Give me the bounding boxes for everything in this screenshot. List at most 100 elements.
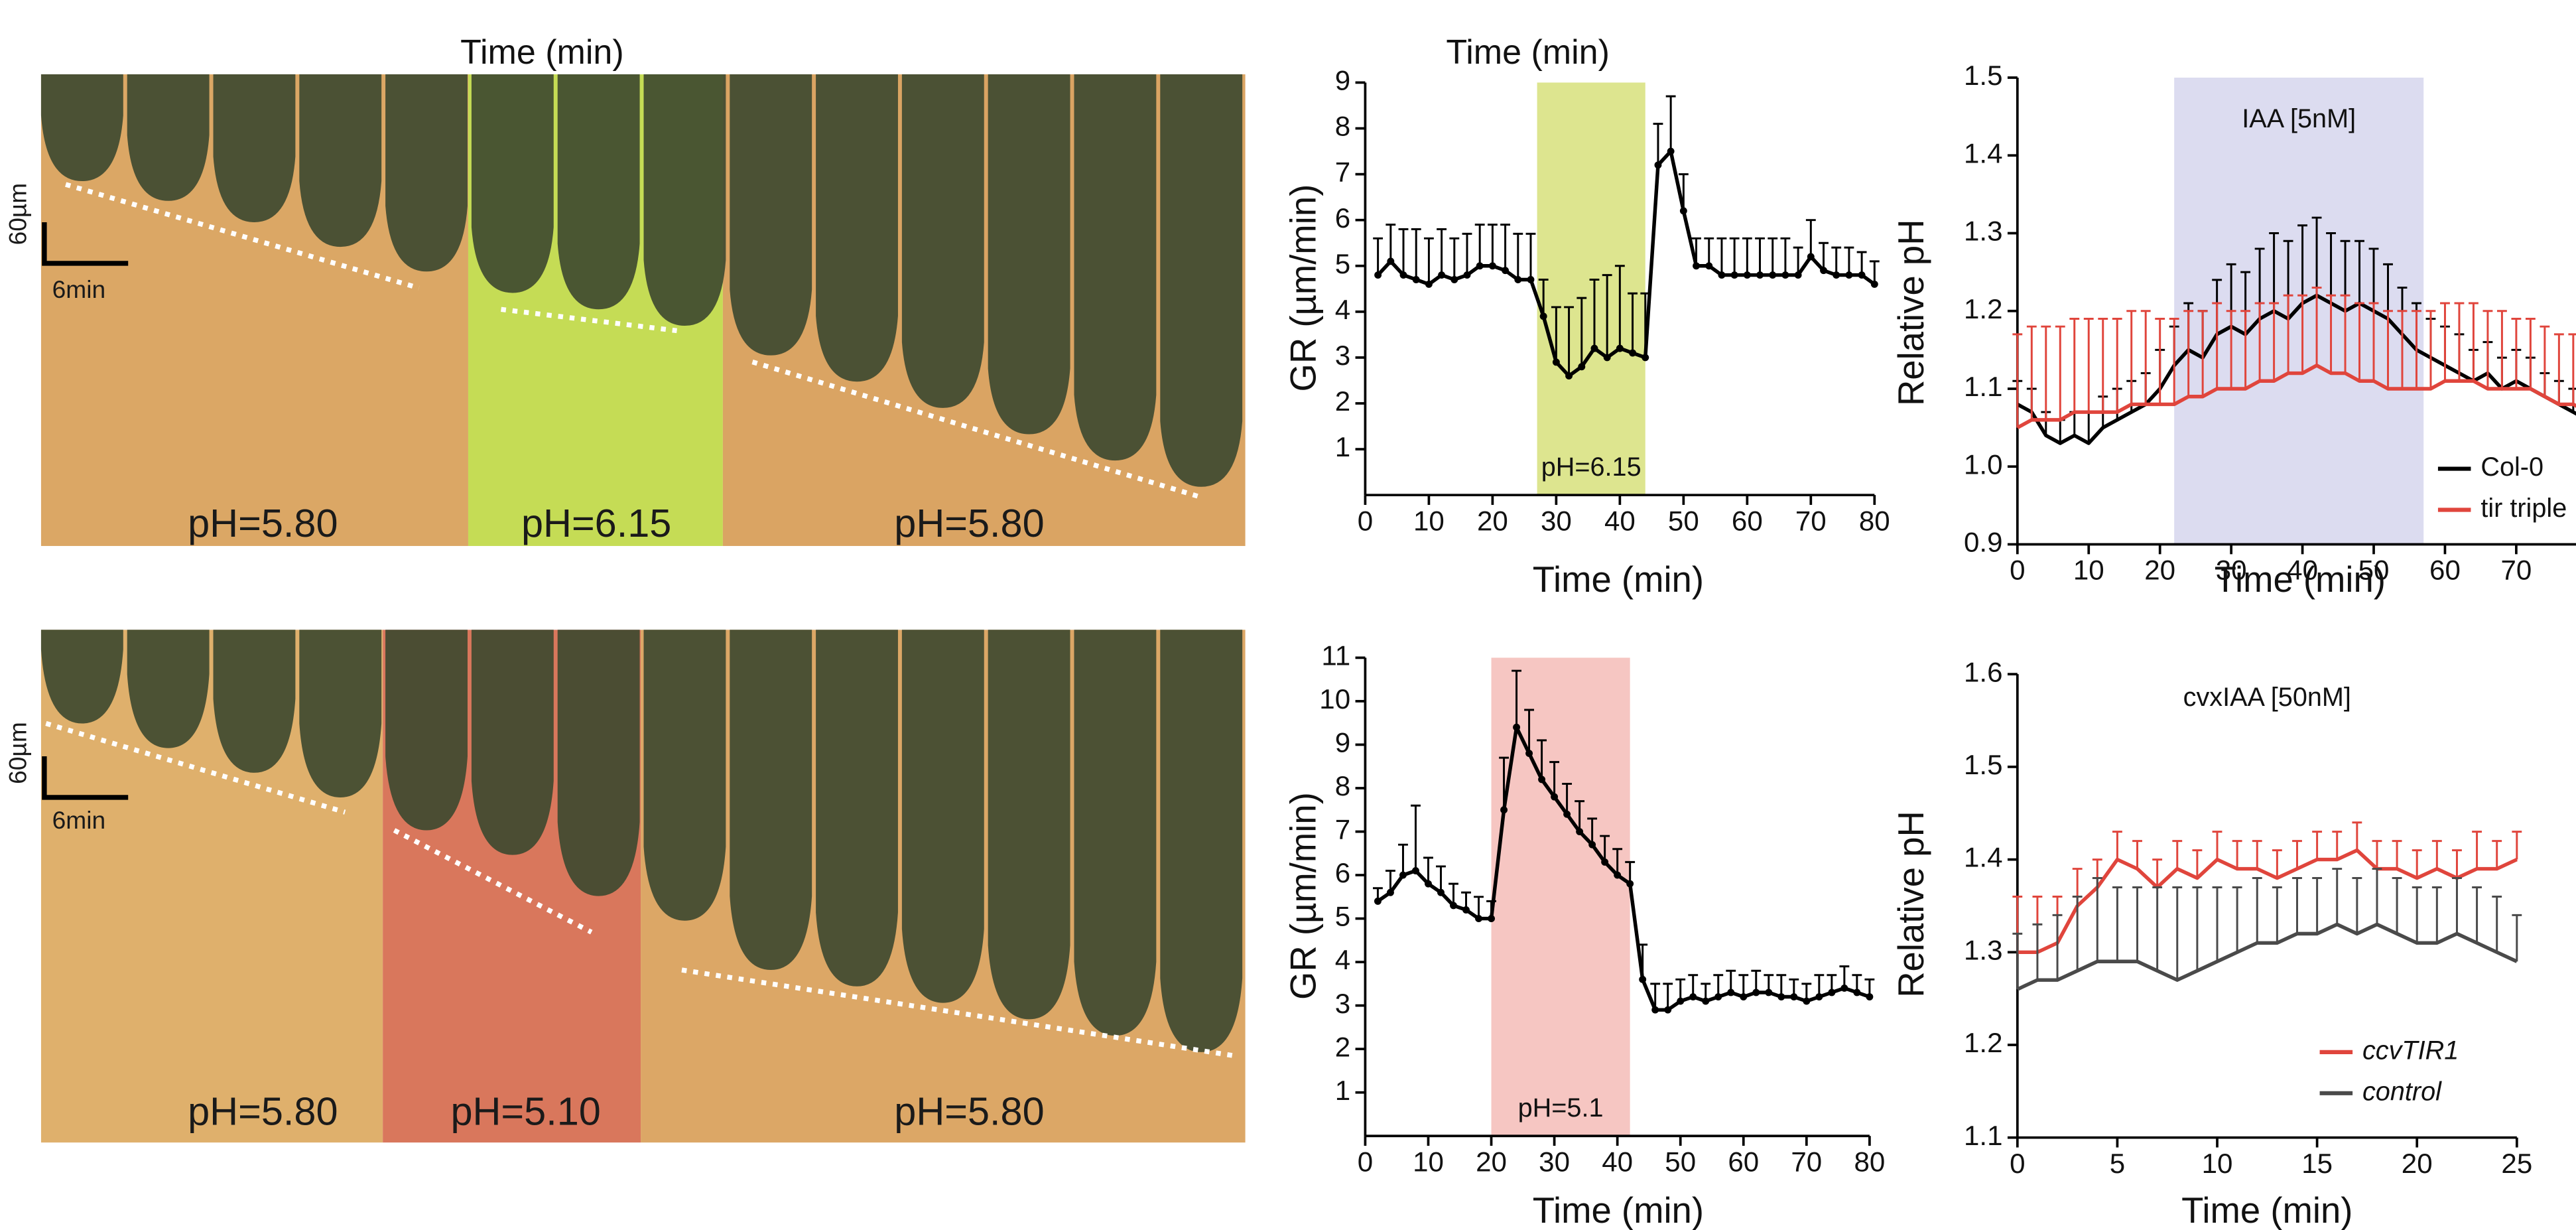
legend-label: Col-0 bbox=[2480, 452, 2544, 482]
data-point bbox=[1438, 271, 1446, 279]
root-tip bbox=[299, 74, 382, 247]
error-bar bbox=[2368, 247, 2379, 311]
error-bar bbox=[2352, 821, 2362, 851]
root-tip bbox=[213, 630, 296, 773]
error-bar bbox=[2252, 840, 2262, 869]
legend-label: tir triple bbox=[2480, 494, 2567, 523]
data-point bbox=[1727, 989, 1735, 996]
error-bar bbox=[2511, 317, 2522, 389]
data-point bbox=[1693, 262, 1700, 270]
data-point bbox=[1527, 276, 1535, 283]
data-point bbox=[1502, 267, 1510, 275]
error-bar bbox=[2012, 932, 2023, 990]
data-point bbox=[1765, 989, 1773, 996]
error-bar bbox=[2083, 317, 2094, 413]
data-point bbox=[1563, 810, 1571, 818]
y-tick-label: 5 bbox=[1335, 248, 1350, 279]
error-bar bbox=[1713, 974, 1724, 997]
error-bar bbox=[2272, 849, 2282, 878]
root-tip bbox=[557, 630, 640, 896]
y-tick-label: 1.1 bbox=[1964, 371, 2003, 402]
error-bar bbox=[1462, 232, 1472, 275]
data-point bbox=[1840, 984, 1848, 992]
y-tick-label: 1.3 bbox=[1964, 216, 2003, 247]
error-bar bbox=[2312, 877, 2323, 934]
data-point bbox=[1588, 841, 1596, 849]
error-bar bbox=[1538, 279, 1549, 316]
error-bar bbox=[2472, 831, 2482, 869]
data-point bbox=[1777, 993, 1785, 1000]
error-bar bbox=[2492, 895, 2502, 953]
y-tick-label: 8 bbox=[1335, 111, 1350, 142]
chart: pH=5.1 1 2 3 4 5 6 7 8 9 10 11 0 10 20 30 40 50 60 70 80 Time… bbox=[1283, 640, 1886, 1230]
error-bar bbox=[2311, 216, 2322, 296]
x-axis-label: Time (min) bbox=[1533, 559, 1704, 600]
data-point bbox=[1664, 1006, 1672, 1014]
error-bar bbox=[1663, 983, 1673, 1010]
error-bar bbox=[2340, 294, 2351, 374]
x-tick-label: 40 bbox=[2287, 555, 2318, 586]
data-point bbox=[1412, 867, 1419, 874]
y-tick-label: 1.0 bbox=[1964, 448, 2003, 480]
root-tip bbox=[471, 74, 554, 293]
root-tip bbox=[1160, 630, 1243, 1052]
shaded-period bbox=[2174, 78, 2424, 545]
data-point bbox=[1858, 271, 1866, 279]
y-tick-label: 6 bbox=[1335, 202, 1350, 234]
series-line bbox=[2016, 364, 2576, 430]
error-bar bbox=[1411, 228, 1421, 280]
data-point bbox=[1639, 975, 1647, 983]
growth-line bbox=[751, 359, 1200, 500]
x-axis-label: Time (min) bbox=[2215, 559, 2386, 600]
error-bar bbox=[2352, 877, 2362, 934]
error-bar bbox=[1398, 843, 1408, 876]
error-bar bbox=[1704, 237, 1714, 266]
error-bar bbox=[2226, 310, 2236, 389]
root-tip bbox=[1160, 74, 1243, 487]
y-tick-label: 1 bbox=[1335, 431, 1350, 462]
data-point bbox=[1500, 806, 1508, 814]
data-point bbox=[1538, 776, 1546, 784]
data-point bbox=[1374, 271, 1382, 279]
error-bar bbox=[2152, 858, 2163, 888]
error-bar bbox=[1716, 237, 1727, 275]
series-line bbox=[1376, 149, 1876, 378]
error-bar bbox=[2112, 886, 2122, 962]
error-bar bbox=[2469, 302, 2479, 381]
data-point bbox=[1629, 349, 1637, 357]
data-point bbox=[1476, 262, 1484, 270]
y-axis-label: GR (µm/min) bbox=[1283, 184, 1324, 392]
error-bar bbox=[2272, 886, 2282, 943]
error-bar bbox=[2397, 310, 2408, 389]
error-bar bbox=[2212, 302, 2222, 389]
error-bar bbox=[1755, 237, 1765, 275]
y-tick-label: 1.1 bbox=[1964, 1120, 2003, 1151]
data-point bbox=[1705, 262, 1713, 270]
error-bar bbox=[2212, 831, 2222, 860]
x-tick-label: 15 bbox=[2301, 1148, 2333, 1179]
x-tick-label: 70 bbox=[1791, 1146, 1822, 1177]
root-tip bbox=[40, 630, 123, 724]
error-bar bbox=[2232, 840, 2242, 869]
error-bar bbox=[2292, 877, 2302, 934]
root-tip bbox=[901, 630, 984, 1003]
error-bar bbox=[1577, 297, 1587, 367]
root-tip bbox=[471, 630, 554, 855]
y-tick-label: 1.5 bbox=[1964, 60, 2003, 91]
y-tick-label: 5 bbox=[1335, 901, 1350, 932]
section-label: pH=5.80 bbox=[188, 1089, 338, 1134]
data-point bbox=[1820, 267, 1827, 275]
y-tick-label: 1 bbox=[1335, 1075, 1350, 1106]
data-point bbox=[1488, 262, 1496, 270]
error-bar bbox=[2431, 840, 2442, 869]
data-point bbox=[1374, 897, 1382, 905]
data-point bbox=[1677, 997, 1685, 1005]
data-point bbox=[1714, 993, 1722, 1000]
root-tip bbox=[385, 630, 468, 831]
data-point bbox=[1614, 871, 1622, 879]
data-point bbox=[1870, 280, 1878, 288]
error-bar bbox=[2540, 325, 2550, 397]
error-bar bbox=[2297, 294, 2308, 374]
root-tips bbox=[40, 74, 1243, 1052]
